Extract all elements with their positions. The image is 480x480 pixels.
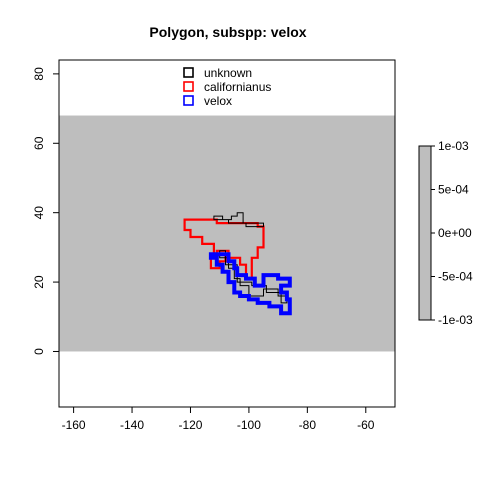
colorbar-tick-label: 0e+00	[438, 226, 472, 240]
colorbar-tick-label: 1e-03	[438, 139, 469, 153]
raster-layer	[59, 115, 395, 352]
colorbar-tick-label: -5e-04	[438, 270, 473, 284]
colorbar-tick-label: 5e-04	[438, 183, 469, 197]
legend-swatch-californianus	[183, 81, 194, 92]
polygon-velox-3	[208, 252, 292, 316]
polygon-unknown-2	[219, 250, 288, 304]
x-tick-label: -120	[178, 418, 202, 432]
y-tick-label: 80	[32, 67, 46, 81]
plot-panel	[58, 59, 396, 408]
colorbar: 1e-03 5e-04 0e+00 -5e-04 -1e-03	[418, 139, 473, 327]
colorbar-tick-label: -1e-03	[438, 313, 473, 327]
polygon-layer	[183, 212, 292, 316]
x-tick-label: -60	[357, 418, 375, 432]
chart-title: Polygon, subspp: velox	[149, 24, 306, 40]
colorbar-bar	[418, 145, 432, 321]
y-tick-label: 40	[32, 206, 46, 220]
x-tick-label: -140	[120, 418, 144, 432]
legend-swatch-unknown	[183, 67, 194, 78]
polygon-californianus-0	[183, 218, 265, 280]
polygon-unknown-1	[213, 212, 264, 228]
x-axis: -160 -140 -120 -100 -80 -60	[62, 406, 375, 432]
y-tick-label: 20	[32, 275, 46, 289]
legend-swatch-velox	[183, 95, 194, 106]
legend-label-velox: velox	[204, 94, 232, 108]
y-tick-label: 60	[32, 136, 46, 150]
x-tick-label: -160	[62, 418, 86, 432]
y-axis: 0 20 40 60 80	[32, 67, 60, 355]
legend-label-unknown: unknown	[204, 66, 252, 80]
legend-label-californianus: californianus	[204, 80, 271, 94]
x-tick-label: -80	[299, 418, 317, 432]
x-tick-label: -100	[237, 418, 261, 432]
y-tick-label: 0	[32, 348, 46, 355]
